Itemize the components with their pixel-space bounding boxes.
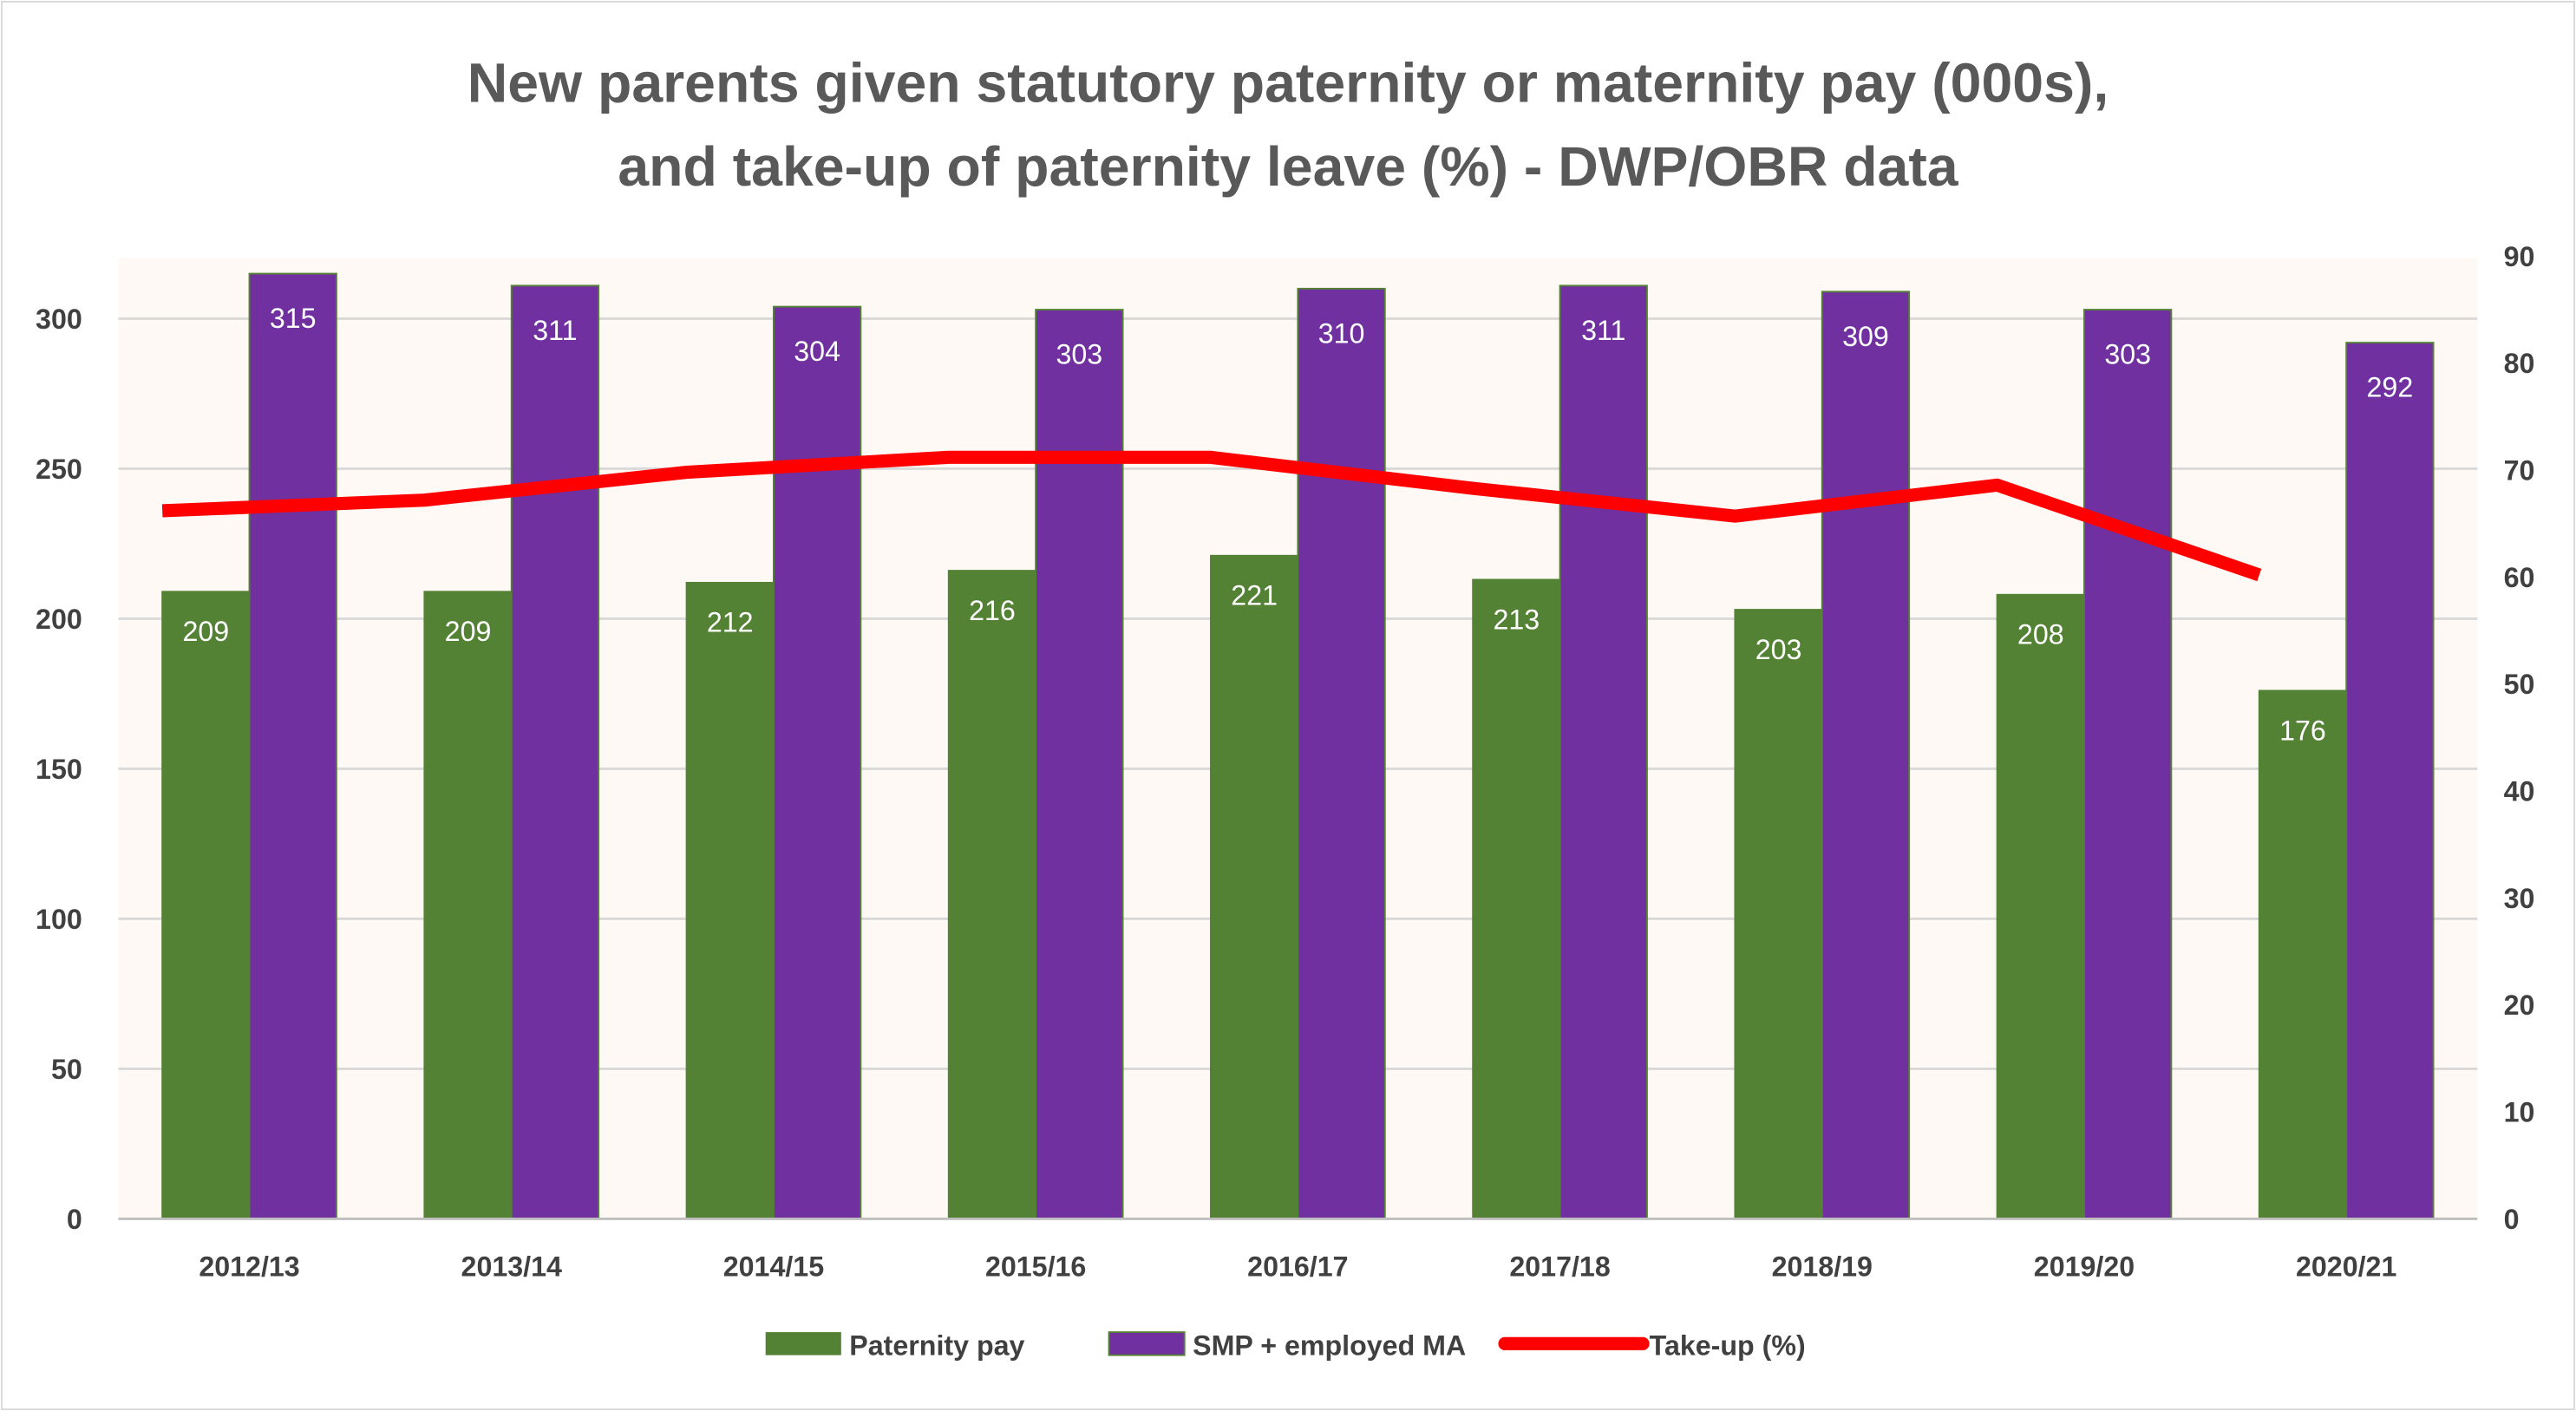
- paternity-data-label: 208: [2017, 619, 2064, 650]
- paternity-data-label: 212: [707, 607, 754, 638]
- smp-bar: [1035, 309, 1124, 1220]
- paternity-data-label: 209: [445, 616, 492, 647]
- smp-data-label: 304: [794, 336, 840, 367]
- take-up-line: [161, 450, 2262, 582]
- smp-bar: [2345, 342, 2435, 1220]
- paternity-pay-bar: [161, 591, 251, 1220]
- x-tick-label: 2015/16: [985, 1251, 1086, 1283]
- x-tick-label: 2014/15: [723, 1251, 824, 1283]
- y2-tick-label: 20: [2504, 990, 2535, 1021]
- smp-bar: [510, 284, 600, 1220]
- smp-data-label: 315: [270, 303, 317, 334]
- paternity-pay-bar: [685, 581, 775, 1220]
- smp-bar: [2083, 309, 2173, 1220]
- legend-swatch-paternity-pay: [765, 1332, 841, 1355]
- y2-tick-label: 70: [2504, 454, 2535, 486]
- x-tick-label: 2017/18: [1509, 1251, 1610, 1283]
- paternity-pay-bar: [1210, 554, 1299, 1220]
- y-tick-label: 250: [36, 454, 82, 485]
- y-tick-label: 50: [51, 1054, 82, 1085]
- paternity-data-label: 221: [1231, 580, 1278, 611]
- chart-title-line-1: New parents given statutory paternity or…: [467, 51, 2109, 114]
- paternity-pay-bar: [947, 570, 1037, 1220]
- x-tick-label: 2020/21: [2296, 1251, 2396, 1283]
- x-tick-label: 2018/19: [1772, 1251, 1873, 1283]
- y-tick-label: 200: [36, 604, 82, 635]
- smp-data-label: 309: [1842, 321, 1889, 352]
- paternity-pay-bar: [423, 591, 513, 1220]
- paternity-data-label: 216: [969, 595, 1016, 626]
- paternity-pay-bar: [2258, 689, 2348, 1220]
- smp-data-label: 292: [2367, 372, 2414, 403]
- y-tick-label: 300: [36, 304, 82, 335]
- chart-title-line-2: and take-up of paternity leave (%) - DWP…: [618, 135, 1958, 198]
- x-tick-label: 2013/14: [461, 1251, 562, 1283]
- y2-tick-label: 40: [2504, 775, 2535, 807]
- smp-data-label: 310: [1318, 317, 1365, 349]
- smp-data-label: 311: [1581, 315, 1625, 346]
- x-tick-label: 2019/20: [2034, 1251, 2135, 1283]
- paternity-pay-bar: [1472, 578, 1561, 1220]
- legend-swatch-smp: [1108, 1331, 1186, 1356]
- y2-tick-label: 90: [2504, 241, 2535, 272]
- y2-tick-label: 0: [2504, 1204, 2520, 1235]
- legend-label-smp: SMP + employed MA: [1193, 1330, 1466, 1362]
- y2-tick-label: 10: [2504, 1096, 2535, 1127]
- y2-tick-label: 50: [2504, 669, 2535, 700]
- paternity-pay-bar: [1996, 593, 2085, 1220]
- x-tick-label: 2016/17: [1247, 1251, 1348, 1283]
- legend-label-paternity-pay: Paternity pay: [849, 1330, 1024, 1362]
- paternity-data-label: 209: [182, 616, 229, 647]
- smp-bar: [773, 305, 862, 1220]
- y2-tick-label: 60: [2504, 562, 2535, 593]
- smp-data-label: 303: [2104, 339, 2151, 370]
- smp-bar: [1297, 287, 1386, 1220]
- paternity-pay-bar: [1734, 609, 1823, 1220]
- legend-label-take-up: Take-up (%): [1650, 1330, 1806, 1362]
- smp-data-label: 303: [1056, 339, 1102, 370]
- y-tick-label: 100: [36, 904, 82, 935]
- y2-tick-label: 30: [2504, 883, 2535, 914]
- y-tick-label: 150: [36, 754, 82, 785]
- smp-bar: [1821, 291, 1911, 1220]
- y2-tick-label: 80: [2504, 348, 2535, 379]
- y-tick-label: 0: [67, 1204, 82, 1235]
- paternity-data-label: 176: [2279, 715, 2326, 746]
- smp-data-label: 311: [533, 315, 577, 346]
- x-tick-label: 2012/13: [199, 1251, 299, 1283]
- paternity-data-label: 203: [1755, 634, 1802, 665]
- smp-bar: [248, 272, 337, 1220]
- paternity-data-label: 213: [1494, 604, 1540, 635]
- smp-bar: [1559, 284, 1648, 1220]
